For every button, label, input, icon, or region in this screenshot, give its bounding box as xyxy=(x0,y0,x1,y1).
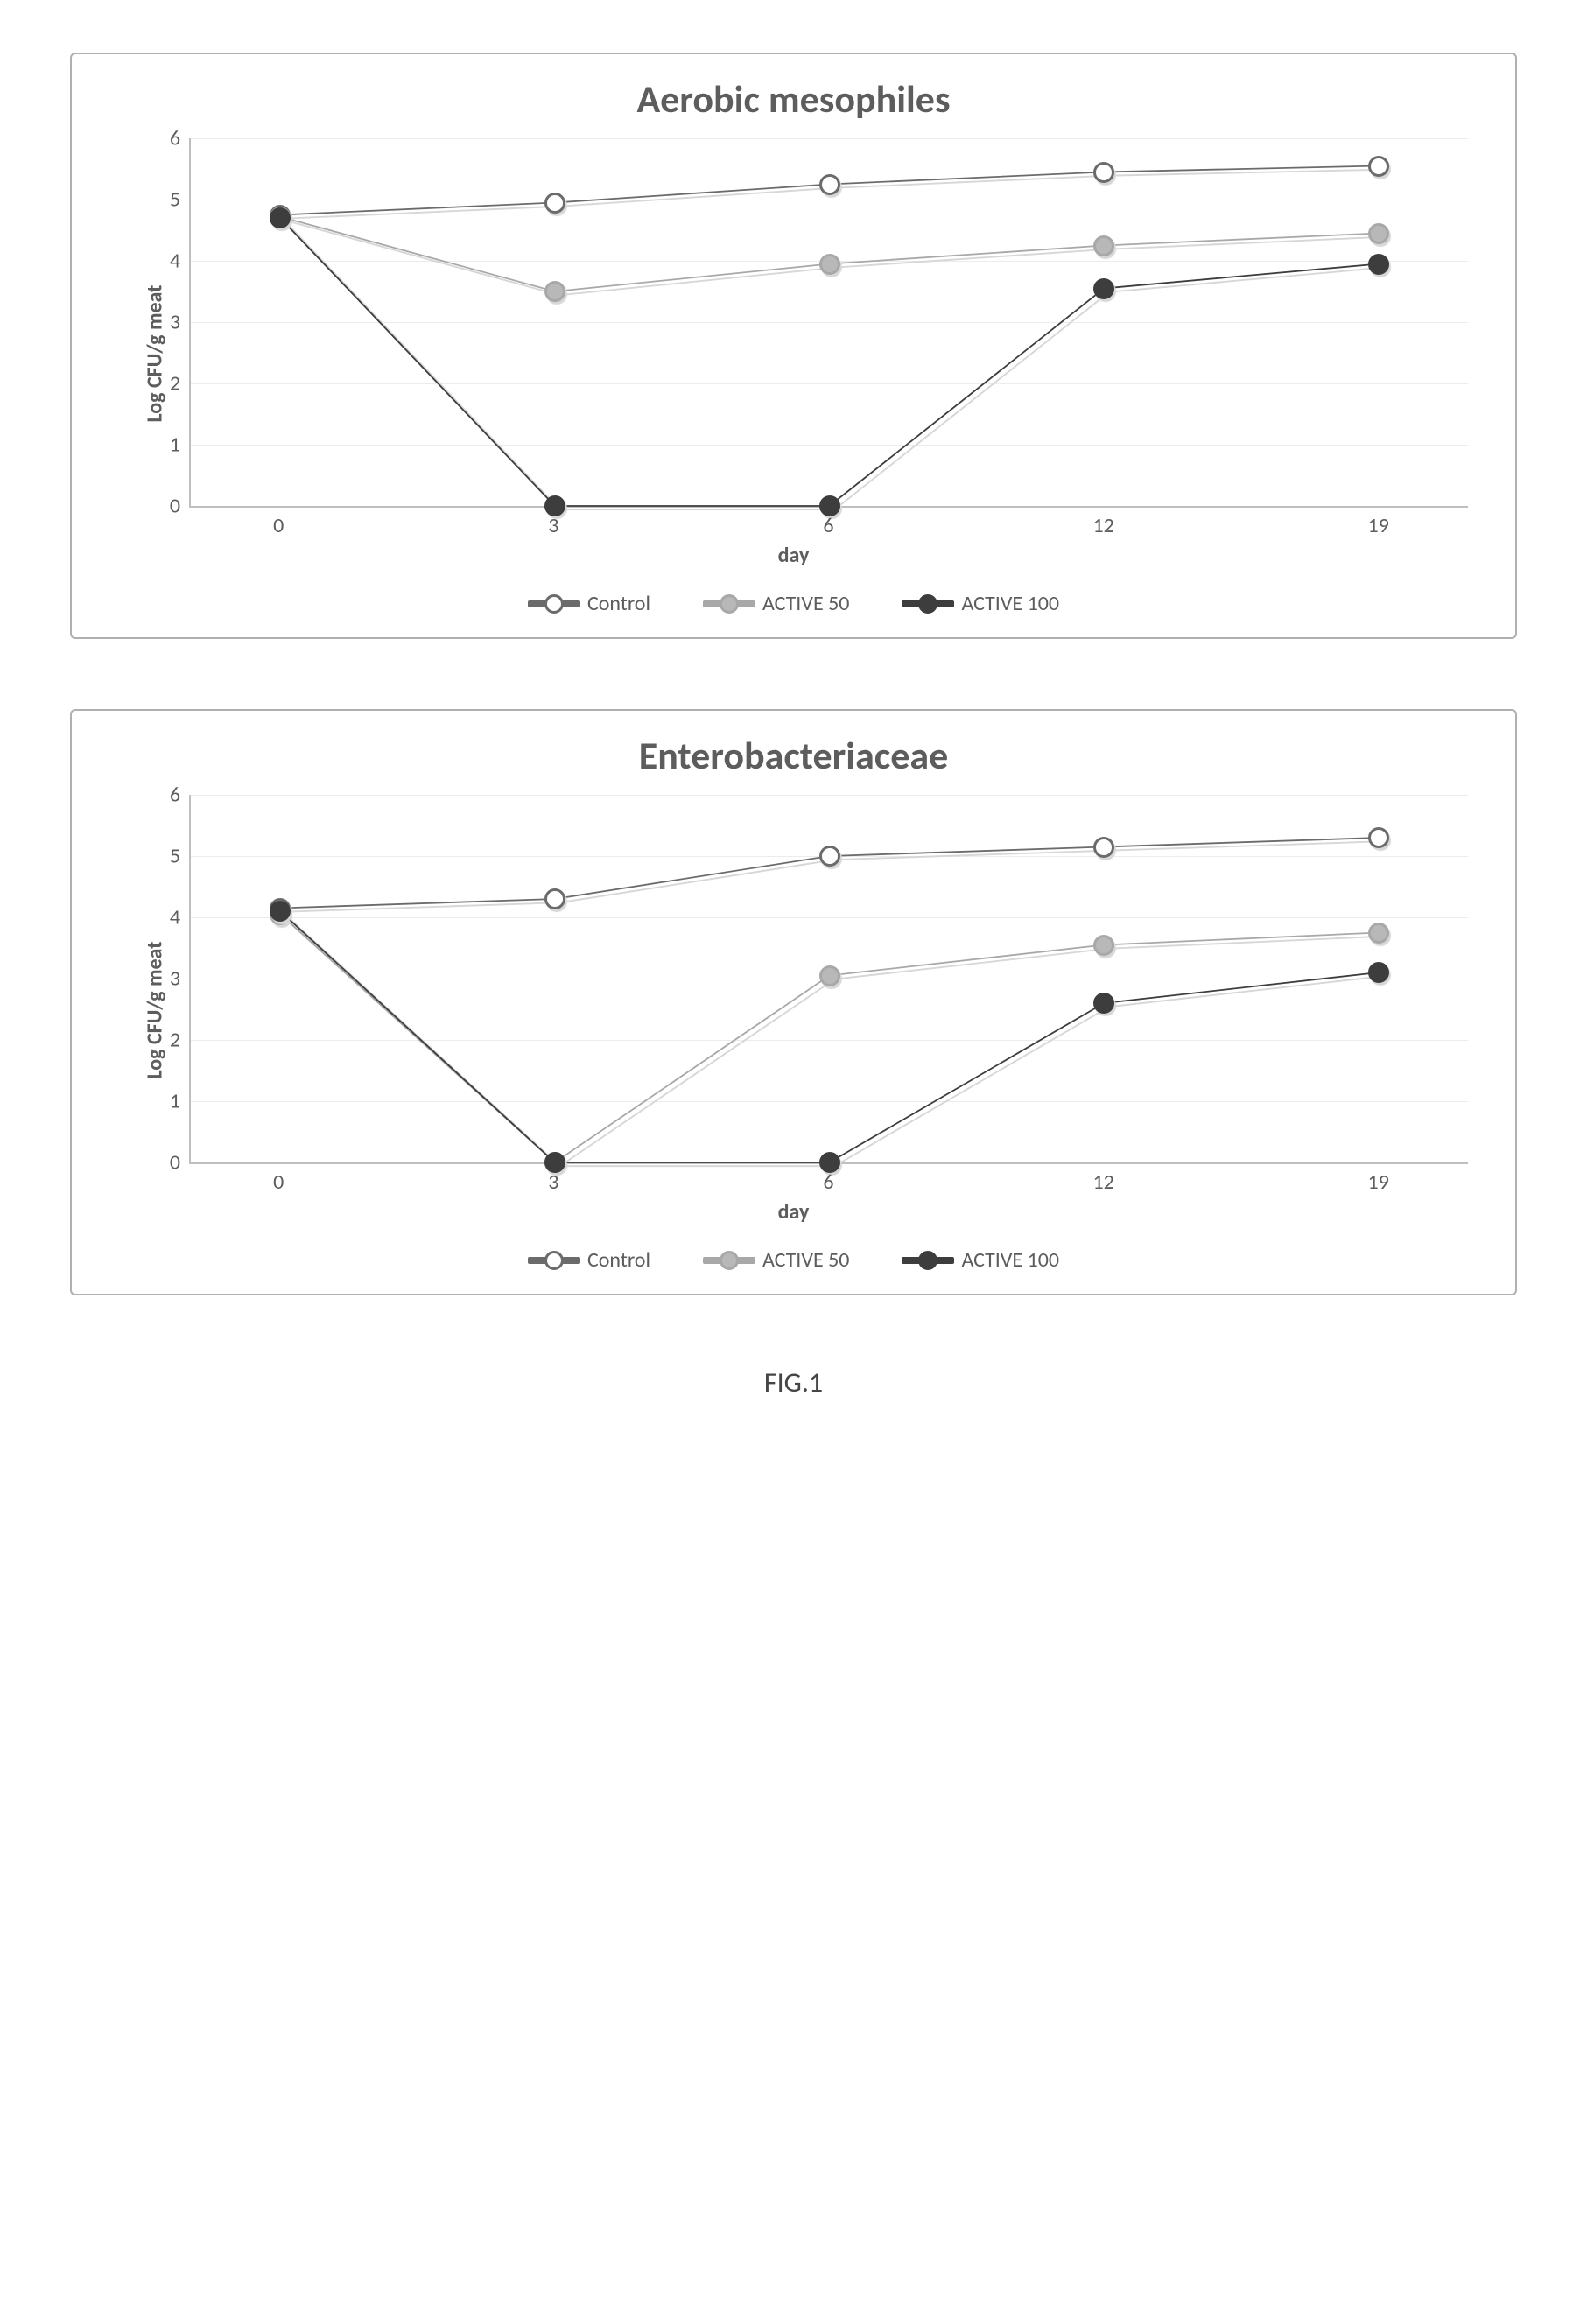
marker-active100 xyxy=(1368,254,1389,275)
legend-item-active50: ACTIVE 50 xyxy=(703,591,849,616)
x-tick-label: 6 xyxy=(823,1169,833,1195)
x-ticks: 0 3 6 12 19 xyxy=(189,508,1468,539)
x-tick-label: 3 xyxy=(548,513,558,538)
y-tick-label: 6 xyxy=(170,783,191,808)
y-tick-label: 3 xyxy=(170,966,191,992)
y-tick-label: 6 xyxy=(170,126,191,151)
series-active100 xyxy=(191,795,1468,1162)
legend-marker-icon xyxy=(720,1251,739,1270)
chart-box-aerobic: Aerobic mesophilesLog CFU/g meat01234560… xyxy=(70,53,1517,639)
chart-title: Aerobic mesophiles xyxy=(93,75,1494,123)
chart-title: Enterobacteriaceae xyxy=(93,732,1494,779)
marker-active100 xyxy=(1093,993,1114,1014)
legend-label: ACTIVE 100 xyxy=(961,591,1059,616)
legend-swatch xyxy=(902,1257,954,1264)
legend: Control ACTIVE 50 ACTIVE 100 xyxy=(93,1233,1494,1278)
x-tick-label: 3 xyxy=(548,1169,558,1195)
legend-swatch xyxy=(703,600,755,607)
legend-marker-icon xyxy=(720,594,739,614)
legend-swatch xyxy=(528,600,580,607)
marker-active100 xyxy=(1368,962,1389,983)
marker-active100 xyxy=(270,207,291,228)
plot-area: 0123456 xyxy=(189,795,1468,1164)
series-active100 xyxy=(191,138,1468,506)
y-tick-label: 2 xyxy=(170,370,191,396)
x-tick-label: 12 xyxy=(1092,513,1113,538)
legend-marker-icon xyxy=(544,1251,564,1270)
y-tick-label: 5 xyxy=(170,843,191,868)
marker-active100 xyxy=(270,901,291,922)
y-axis-label: Log CFU/g meat xyxy=(142,941,167,1078)
y-tick-label: 2 xyxy=(170,1027,191,1052)
figure-root: Aerobic mesophilesLog CFU/g meat01234560… xyxy=(70,53,1517,1400)
x-tick-label: 0 xyxy=(273,1169,284,1195)
legend-swatch xyxy=(902,600,954,607)
y-axis-label: Log CFU/g meat xyxy=(142,284,167,422)
y-tick-label: 4 xyxy=(170,248,191,273)
x-axis-label: day xyxy=(93,543,1494,568)
legend-label: Control xyxy=(587,1247,650,1273)
y-tick-label: 5 xyxy=(170,186,191,212)
x-tick-label: 0 xyxy=(273,513,284,538)
plot-wrap: Log CFU/g meat01234560361219day xyxy=(93,795,1494,1225)
y-tick-label: 4 xyxy=(170,904,191,930)
legend-label: ACTIVE 100 xyxy=(961,1247,1059,1273)
legend-swatch xyxy=(528,1257,580,1264)
x-ticks: 0 3 6 12 19 xyxy=(189,1164,1468,1196)
legend-item-control: Control xyxy=(528,1247,650,1273)
x-tick-label: 12 xyxy=(1092,1169,1113,1195)
figure-label: FIG.1 xyxy=(70,1366,1517,1400)
y-tick-label: 0 xyxy=(170,1150,191,1176)
legend-marker-icon xyxy=(544,594,564,614)
legend: Control ACTIVE 50 ACTIVE 100 xyxy=(93,577,1494,621)
x-axis-label: day xyxy=(93,1199,1494,1225)
x-tick-label: 6 xyxy=(823,513,833,538)
legend-item-control: Control xyxy=(528,591,650,616)
x-tick-label: 19 xyxy=(1368,1169,1389,1195)
legend-item-active50: ACTIVE 50 xyxy=(703,1247,849,1273)
plot-wrap: Log CFU/g meat01234560361219day xyxy=(93,138,1494,568)
y-tick-label: 1 xyxy=(170,1089,191,1114)
legend-label: ACTIVE 50 xyxy=(762,591,849,616)
legend-marker-icon xyxy=(918,594,937,614)
legend-swatch xyxy=(703,1257,755,1264)
legend-item-active100: ACTIVE 100 xyxy=(902,591,1059,616)
legend-marker-icon xyxy=(918,1251,937,1270)
y-tick-label: 3 xyxy=(170,310,191,335)
legend-label: Control xyxy=(587,591,650,616)
x-tick-label: 19 xyxy=(1368,513,1389,538)
y-tick-label: 1 xyxy=(170,432,191,458)
chart-box-entero: EnterobacteriaceaeLog CFU/g meat01234560… xyxy=(70,709,1517,1295)
y-tick-label: 0 xyxy=(170,494,191,519)
plot-area: 0123456 xyxy=(189,138,1468,508)
legend-item-active100: ACTIVE 100 xyxy=(902,1247,1059,1273)
marker-active100 xyxy=(1093,278,1114,299)
legend-label: ACTIVE 50 xyxy=(762,1247,849,1273)
